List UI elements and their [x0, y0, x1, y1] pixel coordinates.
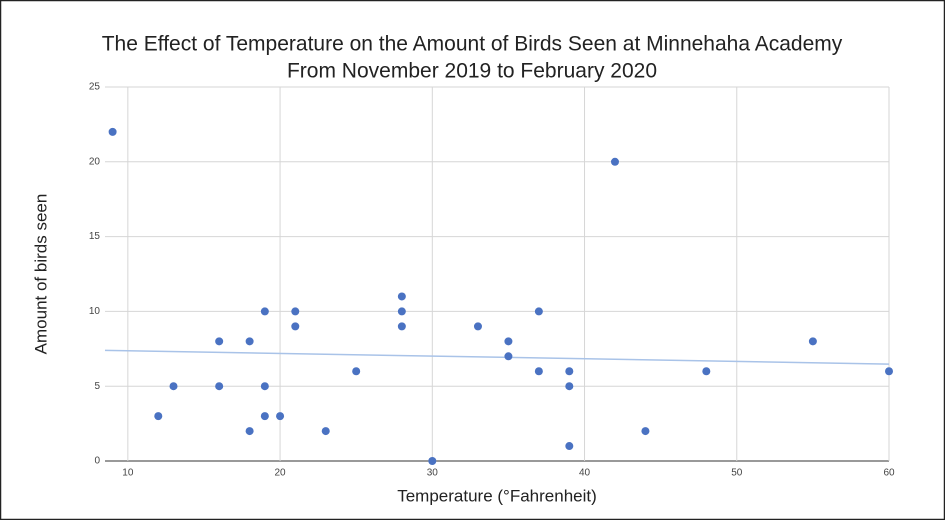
- point: [702, 367, 711, 376]
- x-tick-label: 40: [579, 468, 591, 479]
- y-axis-label: Amount of birds seen: [31, 194, 50, 355]
- point: [641, 427, 650, 436]
- point: [565, 382, 574, 391]
- point: [534, 307, 543, 316]
- point: [215, 382, 224, 391]
- point: [276, 412, 285, 421]
- chart-title: From November 2019 to February 2020: [287, 60, 657, 83]
- point: [169, 382, 178, 391]
- point: [260, 412, 269, 421]
- point: [154, 412, 163, 421]
- x-tick-label: 10: [122, 468, 134, 479]
- y-tick-label: 10: [89, 306, 101, 317]
- y-tick-label: 5: [94, 381, 100, 392]
- point: [245, 337, 254, 346]
- chart-title: The Effect of Temperature on the Amount …: [102, 33, 843, 56]
- point: [397, 292, 406, 301]
- point: [428, 457, 437, 465]
- point: [565, 442, 574, 451]
- x-tick-label: 60: [883, 468, 895, 479]
- x-tick-label: 30: [427, 468, 439, 479]
- point: [504, 337, 513, 346]
- point: [352, 367, 361, 376]
- x-tick-label: 50: [731, 468, 743, 479]
- point: [245, 427, 254, 436]
- point: [260, 307, 269, 316]
- point: [473, 322, 482, 331]
- point: [885, 367, 893, 376]
- y-tick-label: 0: [94, 456, 100, 467]
- trendline: [104, 349, 890, 365]
- point: [397, 322, 406, 331]
- point: [397, 307, 406, 316]
- point: [808, 337, 817, 346]
- point: [610, 157, 619, 166]
- point: [534, 367, 543, 376]
- point: [291, 322, 300, 331]
- point: [321, 427, 330, 436]
- point: [260, 382, 269, 391]
- x-tick-label: 20: [275, 468, 287, 479]
- point: [108, 127, 117, 136]
- point: [565, 367, 574, 376]
- y-tick-label: 15: [89, 231, 101, 242]
- y-tick-label: 25: [89, 82, 101, 93]
- point: [215, 337, 224, 346]
- y-tick-label: 20: [89, 156, 101, 167]
- point: [504, 352, 513, 361]
- point: [291, 307, 300, 316]
- x-axis-label: Temperature (°Fahrenheit): [397, 486, 597, 505]
